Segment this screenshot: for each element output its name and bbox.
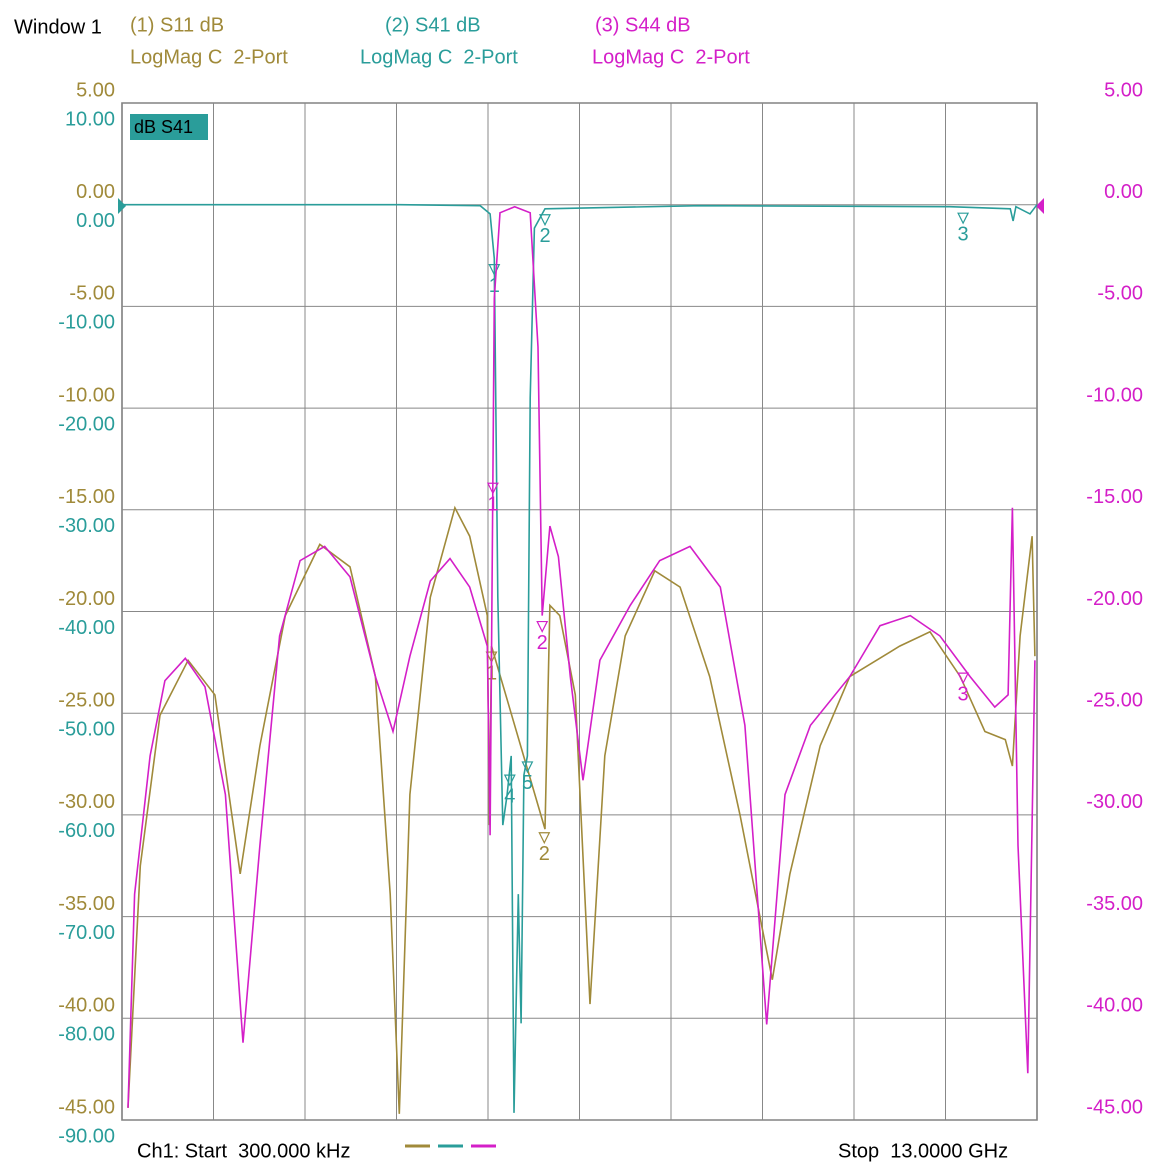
trace-format: LogMag C 2-Port	[130, 46, 288, 68]
y-tick-label: -10.00	[1086, 384, 1143, 406]
y-tick-label: 5.00	[1104, 79, 1143, 101]
y-tick-label: -90.00	[58, 1125, 115, 1147]
y-tick-label: -40.00	[58, 617, 115, 639]
y-tick-label: -25.00	[1086, 689, 1143, 711]
trace-line	[127, 505, 1036, 1114]
y-tick-label: -45.00	[1086, 1096, 1143, 1118]
y-tick-label: -10.00	[58, 384, 115, 406]
y-tick-label: -50.00	[58, 718, 115, 740]
marker-label: 5	[522, 772, 533, 794]
y-tick-label: -15.00	[1086, 486, 1143, 508]
y-tick-label: -20.00	[1086, 588, 1143, 610]
y-tick-label: -40.00	[1086, 995, 1143, 1017]
y-tick-label: -5.00	[1097, 283, 1143, 305]
marker-label: 4	[504, 785, 515, 807]
reference-marker-left	[118, 198, 126, 214]
marker-label: 1	[489, 275, 500, 297]
y-tick-label: -15.00	[58, 486, 115, 508]
marker-label: 2	[539, 843, 550, 865]
marker-label: 3	[958, 223, 969, 245]
y-tick-label: 5.00	[76, 79, 115, 101]
y-tick-label: -20.00	[58, 413, 115, 435]
y-tick-label: -80.00	[58, 1024, 115, 1046]
start-label: Ch1: Start 300.000 kHz	[137, 1140, 350, 1162]
trace-format: LogMag C 2-Port	[360, 46, 518, 68]
trace-name: (3) S44 dB	[595, 14, 691, 36]
y-tick-label: -30.00	[1086, 791, 1143, 813]
y-tick-label: -30.00	[58, 515, 115, 537]
y-tick-label: -10.00	[58, 312, 115, 334]
y-tick-label: -5.00	[69, 283, 115, 305]
y-tick-label: 10.00	[65, 108, 115, 130]
y-tick-label: 0.00	[76, 181, 115, 203]
stop-label: Stop 13.0000 GHz	[838, 1140, 1008, 1162]
active-trace-box	[130, 114, 208, 140]
y-tick-label: -40.00	[58, 995, 115, 1017]
window-title: Window 1	[14, 16, 102, 38]
marker-triangle	[957, 672, 970, 685]
marker-label: 1	[487, 494, 498, 516]
y-tick-label: -20.00	[58, 588, 115, 610]
marker-label: 3	[958, 683, 969, 705]
marker-triangle	[538, 832, 551, 845]
y-tick-label: -35.00	[1086, 893, 1143, 915]
trace-name: (1) S11 dB	[130, 14, 224, 36]
y-tick-label: 0.00	[1104, 181, 1143, 203]
y-tick-label: -60.00	[58, 820, 115, 842]
y-tick-label: -70.00	[58, 922, 115, 944]
marker-label: 2	[539, 225, 550, 247]
y-tick-label: -25.00	[58, 689, 115, 711]
marker-triangle	[486, 482, 499, 495]
y-tick-label: 0.00	[76, 210, 115, 232]
trace-name: (2) S41 dB	[385, 14, 481, 36]
trace-line	[122, 203, 1038, 1113]
marker-triangle	[521, 761, 534, 774]
y-tick-label: -30.00	[58, 791, 115, 813]
marker-triangle	[957, 212, 970, 225]
y-tick-label: -35.00	[58, 893, 115, 915]
trace-format: LogMag C 2-Port	[592, 46, 750, 68]
active-trace-label: dB S41	[134, 117, 193, 137]
marker-triangle	[536, 620, 549, 633]
reference-marker-right	[1036, 198, 1044, 214]
y-tick-label: -45.00	[58, 1096, 115, 1118]
marker-label: 2	[537, 632, 548, 654]
marker-triangle	[503, 774, 516, 787]
trace-line	[127, 205, 1036, 1108]
marker-triangle	[539, 214, 551, 227]
